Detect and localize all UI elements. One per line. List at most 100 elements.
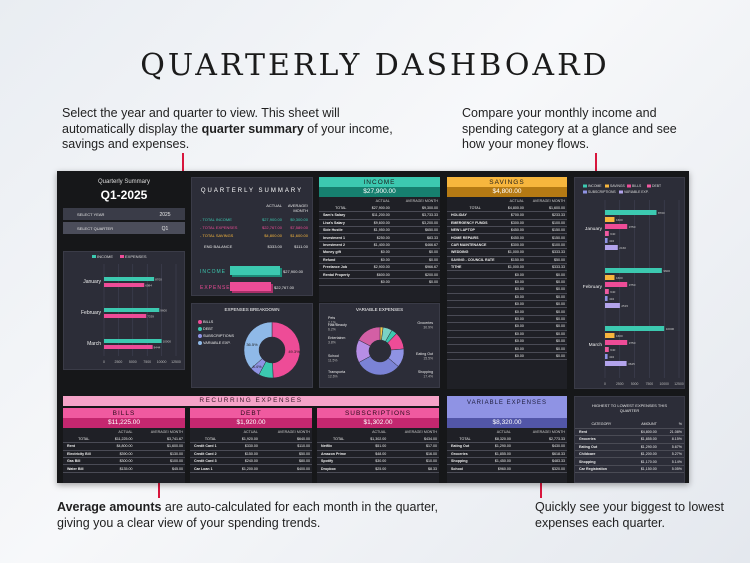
monthly-bar-value: 434 (609, 239, 614, 243)
variable-label-name: School (328, 354, 339, 358)
debt-table: ACTUAL AVERAGE/ MONTH TOTAL $1,920.00 $640.… (190, 428, 312, 473)
bills-col-avg: AVERAGE/ MONTH (150, 429, 183, 434)
income-cell: Rental Property (319, 270, 363, 279)
qsummary-row-avg: $7,589.00 (290, 224, 308, 230)
monthly-legend-swatch (583, 190, 587, 194)
breakdown-legend-swatch (198, 320, 202, 324)
quarterly-summary-panel: QUARTERLY SUMMARY ACTUAL AVERAGE/ MONTH … (191, 177, 313, 296)
monthly-bar-value: 3750 (629, 283, 636, 287)
income-bar-label: INCOME (200, 269, 226, 275)
monthly-bar-value: 2160 (619, 246, 626, 250)
ranking-cell: $1,290.00 (627, 443, 659, 452)
monthly-bar (605, 303, 620, 308)
summary-label: Quarterly Summary (97, 179, 150, 185)
savings-row: HOME REPAIRS $450.00 $150.00 (447, 233, 567, 242)
monthly-bar (605, 361, 627, 366)
variable-cell: $1,450.00 (483, 457, 513, 466)
ranking-rows: Rent $4,800.00 21.08% Groceries $1,855.00 8.1… (575, 428, 684, 474)
ranking-cell: $4,800.00 (627, 428, 659, 437)
variable-table-panel: VARIABLE EXPENSES $8,320.00 ACTUAL AVERAG… (447, 396, 567, 483)
select-quarter-value[interactable]: Q1 (161, 226, 169, 232)
debt-row: Credit Card 2 $150.00 $50.00 (190, 450, 312, 459)
note-bottom-right: Quickly see your biggest to lowest expen… (535, 500, 724, 530)
page-title: QUARTERLY DASHBOARD (140, 48, 610, 83)
bills-row: Gas Bill $300.00 $100.00 (63, 457, 185, 466)
savings-cell: $0.00 (525, 344, 567, 353)
monthly-bar (605, 289, 609, 294)
subs-col-avg: AVERAGE/ MONTH (404, 429, 437, 434)
debt-cell: $1,200.00 (231, 464, 260, 473)
savings-cell (447, 300, 504, 309)
qsummary-row-label: - TOTAL EXPENSES (200, 224, 238, 230)
bills-cell: $135.00 (104, 464, 135, 473)
ranking-row: Eating Out $1,290.00 5.67% (575, 443, 684, 452)
legend-expenses-swatch (120, 255, 124, 258)
debt-total: $1,920.00 (190, 418, 312, 428)
monthly-chart-panel: INCOME SAVINGS BILLS DEBT SUBSCRIPTIONS VARIA… (574, 177, 685, 389)
ranking-row: Childcare $1,200.00 5.27% (575, 450, 684, 459)
income-cell: $3,200.00 (391, 219, 440, 228)
savings-cell: $0.00 (525, 285, 567, 294)
income-bar (104, 308, 160, 312)
income-cell: $0.00 (391, 256, 440, 265)
select-quarter-row[interactable]: SELECT QUARTER Q1 (63, 222, 185, 234)
variable-table: ACTUAL AVERAGE/ MONTH TOTAL $8,320.00 $2,77… (447, 428, 567, 473)
income-cell: $0.00 (362, 248, 392, 257)
bills-cell: $390.00 (104, 450, 135, 459)
savings-cell: $100.00 (525, 219, 567, 228)
income-row: Rental Property $600.00 $200.00 (319, 270, 440, 279)
expenses-bar-value: $22,767.00 (274, 285, 295, 290)
select-year-row[interactable]: SELECT YEAR 2025 (63, 208, 185, 220)
breakdown-pct-debt: 8.4% (252, 364, 262, 369)
monthly-x-tick: 12500 (674, 382, 684, 386)
bills-cell: $300.00 (104, 457, 135, 466)
monthly-bar (605, 282, 628, 287)
savings-row: $0.00 $0.00 (447, 307, 567, 316)
monthly-bar-value: 640 (610, 290, 615, 294)
savings-cell: $233.33 (525, 211, 567, 220)
savings-cell (447, 322, 504, 331)
monthly-legend-label: DEBT (652, 184, 661, 188)
variable-rows: Eating Out $1,290.00 $430.00 Groceries $1,85… (447, 442, 567, 473)
bills-cell: Electricity Bill (63, 450, 105, 459)
variable-cell: $430.00 (512, 442, 567, 451)
variable-cell: Shopping (447, 457, 484, 466)
income-cell: Lisa's Salary (319, 219, 363, 228)
savings-cell: $1,000.00 (503, 263, 526, 272)
qsummary-row-label: - TOTAL INCOME (200, 216, 232, 222)
income-bar (230, 266, 280, 275)
ranking-row: Car Registration $1,150.00 5.05% (575, 465, 684, 474)
savings-row: $0.00 $0.00 (447, 322, 567, 331)
debt-cell: $150.00 (231, 450, 260, 459)
savings-table: ACTUAL AVERAGE/ MONTH TOTAL $4,800.00 $1… (447, 197, 567, 361)
qsummary-row: - TOTAL INCOME $27,900.00 $9,300.00 (192, 215, 312, 223)
bills-cell: Water Bill (63, 464, 105, 473)
variable-expenses-panel: VARIABLE EXPENSES Pets 2.1% Hair/Beauty 6.2… (319, 303, 440, 388)
savings-cell: $0.00 (503, 315, 526, 324)
bills-col-actual: ACTUAL (118, 429, 133, 434)
breakdown-title: EXPENSES BREAKDOWN (224, 307, 280, 312)
subs-cell: $30.00 (360, 457, 389, 466)
variable-col-avg: AVERAGE/ MONTH (532, 429, 565, 434)
monthly-legend-label: SAVINGS (610, 184, 626, 188)
savings-cell: $300.00 (503, 219, 526, 228)
expenses-breakdown-panel: EXPENSES BREAKDOWN BILLS DEBT SUBSCRIPTION… (191, 303, 313, 388)
monthly-month-label: January (585, 226, 603, 232)
note-bottom-left-post: are auto-calculated for each month in th… (57, 500, 438, 530)
monthly-bar (605, 326, 665, 331)
savings-row: WEDDING $1,000.00 $333.33 (447, 248, 567, 257)
income-cell: $83.33 (391, 233, 440, 242)
bills-rows: Rent $4,800.00 $1,600.00 Electricity Bill $3… (63, 442, 185, 473)
monthly-bar (605, 245, 618, 250)
debt-cell: $110.00 (259, 442, 312, 451)
savings-cell: $0.00 (503, 300, 526, 309)
summary-selector: Quarterly Summary Q1-2025 SELECT YEAR 20… (63, 177, 185, 243)
bills-panel: BILLS $11,225.00 ACTUAL AVERAGE/ MONTH TO… (63, 408, 185, 483)
ranking-cell: Childcare (575, 450, 628, 459)
variable-chart-title: VARIABLE EXPENSES (355, 307, 404, 312)
income-row: Lisa's Salary $9,600.00 $3,200.00 (319, 219, 440, 228)
breakdown-legend-swatch (198, 327, 202, 331)
bills-total: $11,225.00 (63, 418, 185, 428)
savings-cell: $0.00 (525, 300, 567, 309)
select-year-value[interactable]: 2025 (159, 212, 171, 218)
